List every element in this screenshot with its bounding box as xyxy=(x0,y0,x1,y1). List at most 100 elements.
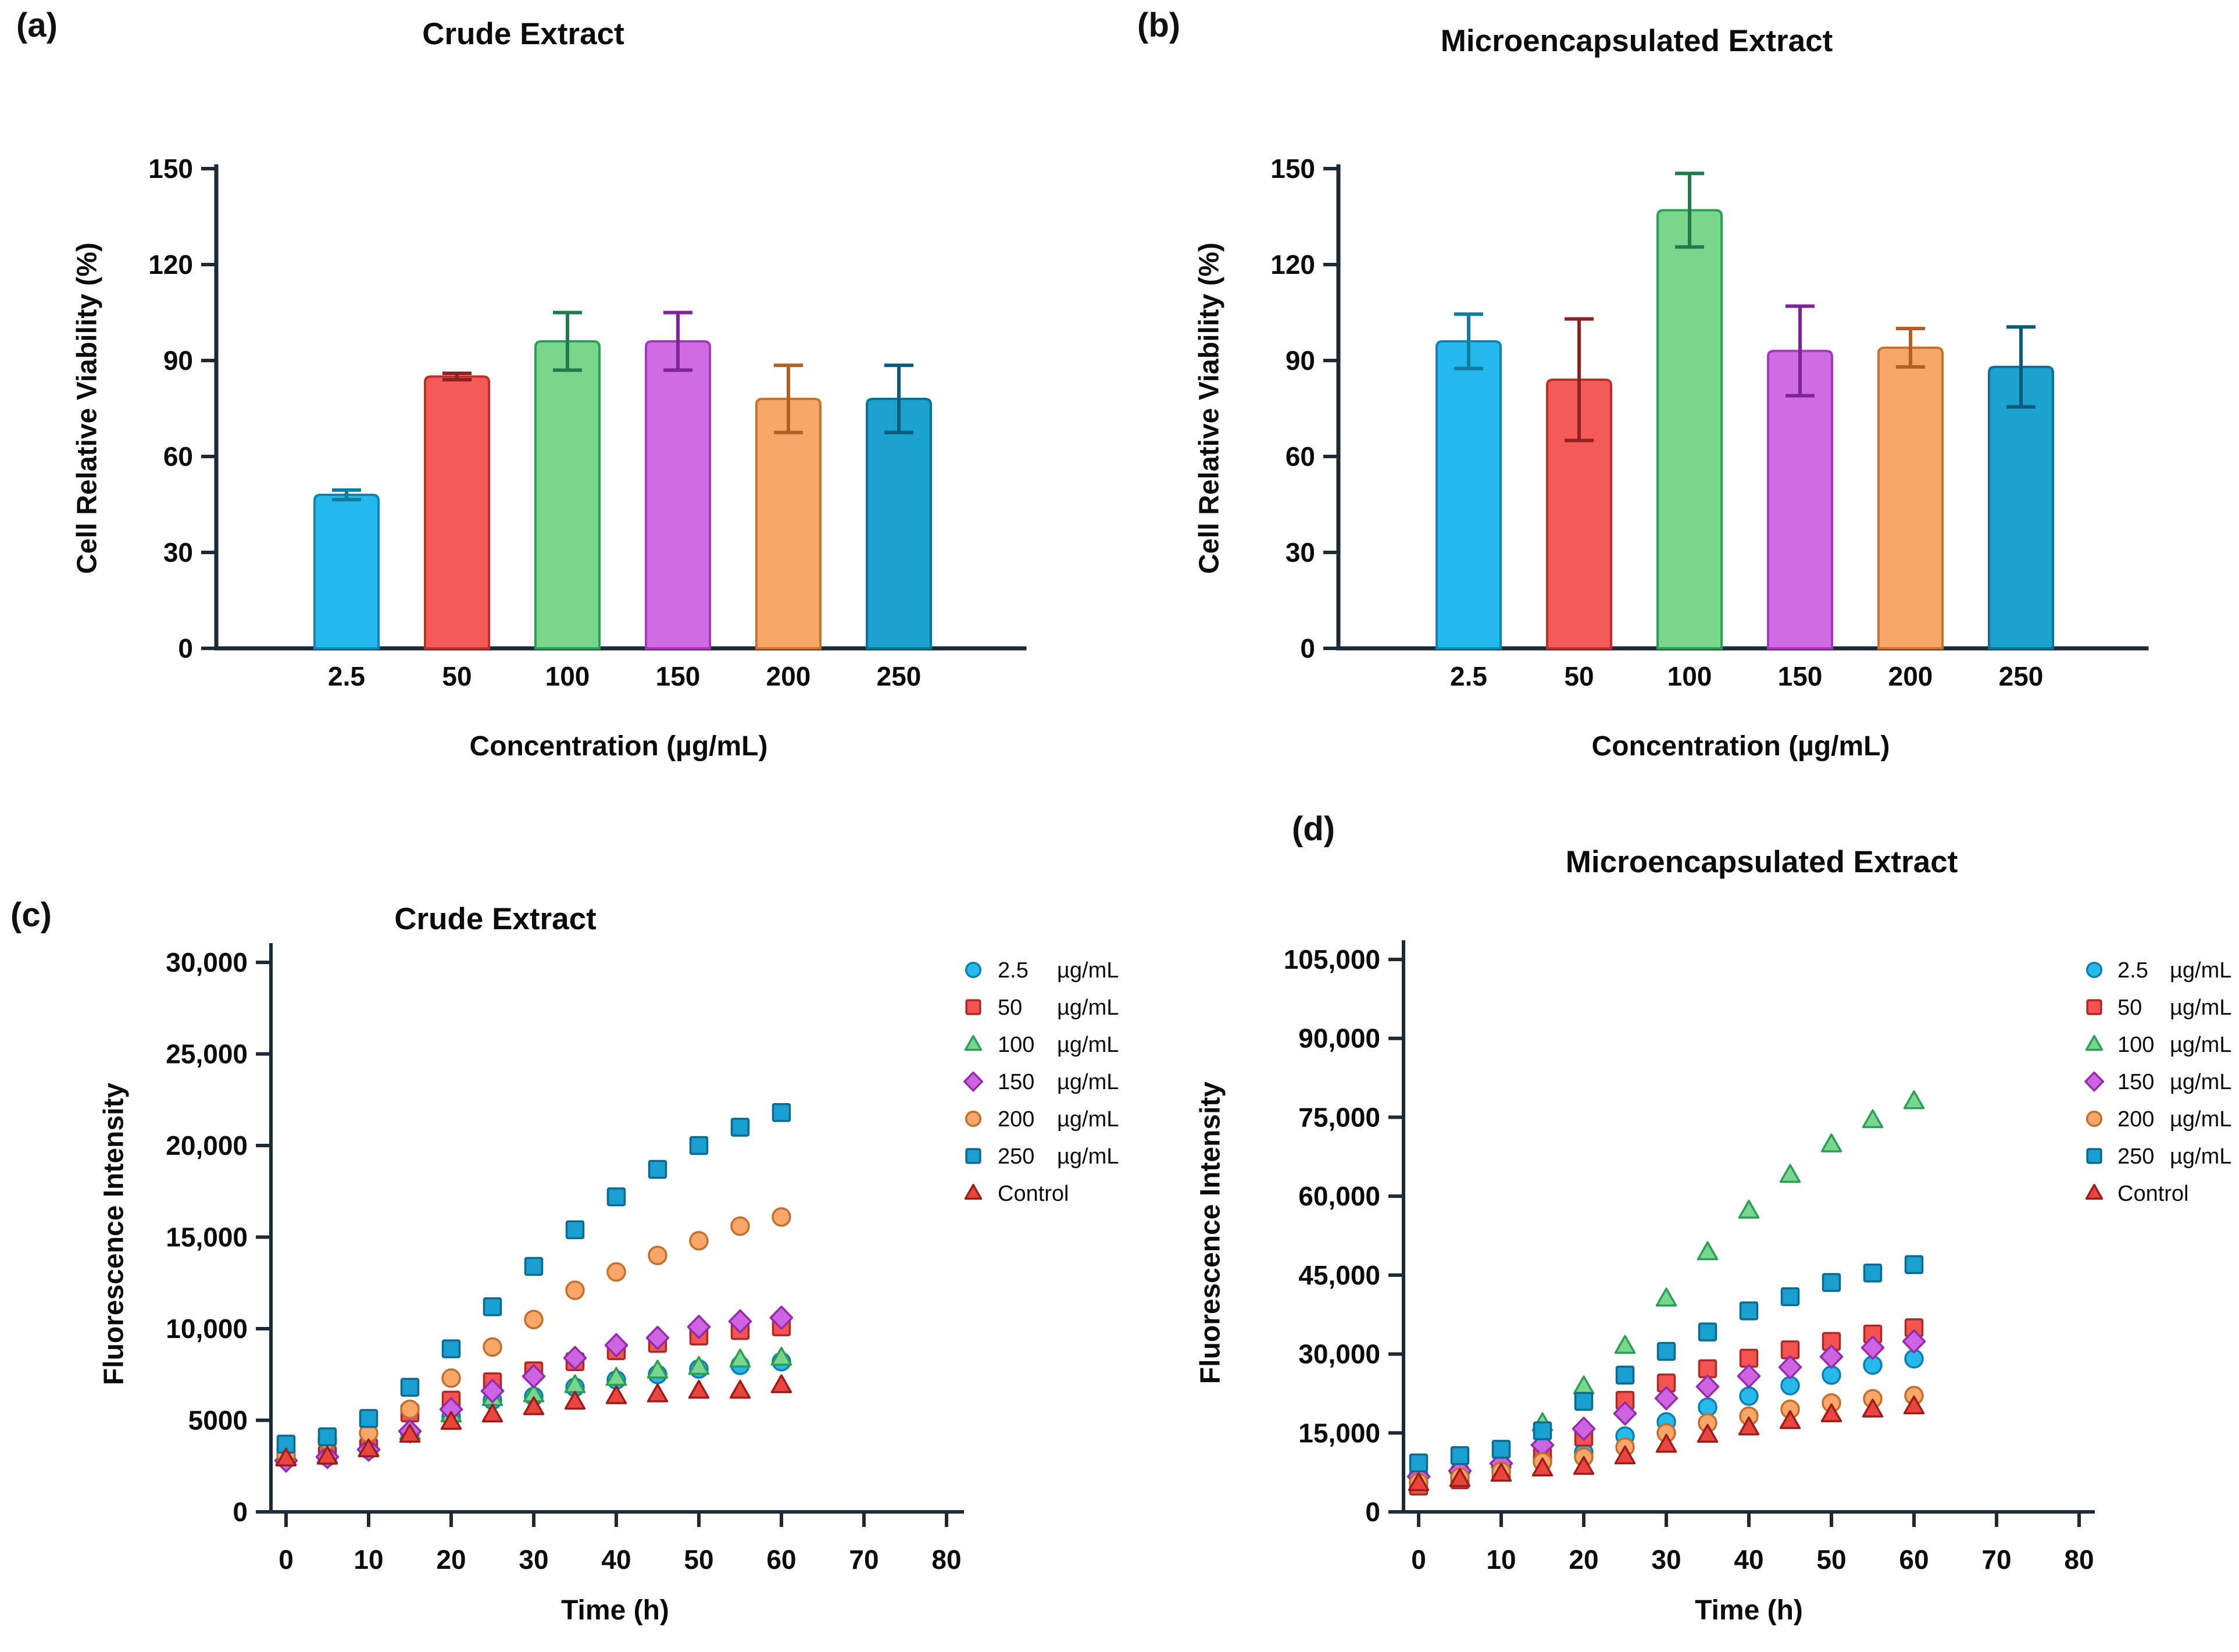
panel-c-legend-label: 200 xyxy=(998,1107,1034,1132)
panel-b-letter: (b) xyxy=(1137,6,1181,44)
panel-c-legend-label: 50 xyxy=(998,996,1022,1020)
panel-c-legend-label: 150 xyxy=(998,1070,1034,1094)
panel-c-letter: (c) xyxy=(10,896,52,934)
panel-a-ytick-label: 60 xyxy=(163,441,193,472)
panel-a-category-label: 200 xyxy=(766,661,811,691)
panel-c-point-Control xyxy=(605,1385,627,1404)
panel-c-point-Control xyxy=(523,1396,545,1415)
panel-d-point-Control xyxy=(1408,1472,1430,1492)
panel-c-point-200 xyxy=(606,1262,626,1282)
panel-c-point-150 xyxy=(728,1309,752,1334)
panel-d-xtick-label: 40 xyxy=(1734,1544,1763,1575)
panel-d-point-100 xyxy=(1903,1090,1925,1109)
panel-d-point-Control xyxy=(1531,1457,1554,1477)
panel-a-ylabel: Cell Relative Viability (%) xyxy=(72,242,103,574)
panel-c-ylabel: Fluorescence Intensity xyxy=(98,1082,130,1386)
panel-a-bar-150 xyxy=(645,340,711,650)
panel-c-point-200 xyxy=(524,1310,544,1329)
panel-d-xtick-label: 30 xyxy=(1651,1544,1681,1575)
panel-a-bar-2.5 xyxy=(313,494,380,650)
panel-d-point-Control xyxy=(1490,1462,1512,1482)
panel-d-point-250 xyxy=(1739,1301,1759,1321)
panel-a-title: Crude Extract xyxy=(422,17,624,51)
panel-b-category-label: 100 xyxy=(1667,661,1712,691)
panel-d-point-250 xyxy=(1533,1421,1552,1440)
panel-d-point-2.5 xyxy=(1780,1376,1800,1396)
panel-c-point-Control xyxy=(564,1390,586,1410)
panel-c-legend-unit: µg/mL xyxy=(1057,1033,1119,1057)
panel-c-ytick-label: 0 xyxy=(233,1497,248,1527)
panel-b-category-label: 2.5 xyxy=(1450,661,1487,691)
panel-d-legend-marker-50 xyxy=(2086,999,2102,1015)
panel-c-point-100 xyxy=(770,1347,792,1366)
panel-c-point-100 xyxy=(647,1360,669,1379)
panel-c-ytick-label: 15,000 xyxy=(166,1222,248,1253)
panel-d-point-Control xyxy=(1820,1403,1842,1422)
panel-c-point-200 xyxy=(400,1399,420,1419)
panel-d-xtick-label: 70 xyxy=(1981,1544,2011,1575)
panel-d-point-150 xyxy=(1778,1355,1802,1379)
panel-c-point-150 xyxy=(769,1305,794,1330)
panel-c-legend-marker-100 xyxy=(964,1034,983,1051)
panel-c-legend-unit: µg/mL xyxy=(1057,996,1119,1020)
panel-d-point-100 xyxy=(1614,1335,1636,1354)
panel-c-point-150 xyxy=(480,1379,505,1403)
panel-c-legend-marker-Control xyxy=(964,1183,983,1200)
panel-a-category-label: 150 xyxy=(656,661,701,691)
panel-d-point-Control xyxy=(1697,1423,1719,1443)
panel-c-ytick-label: 5000 xyxy=(188,1405,248,1436)
panel-c-point-Control xyxy=(729,1379,751,1399)
panel-c-point-Control xyxy=(316,1446,338,1465)
panel-c-point-250 xyxy=(648,1159,667,1179)
panel-d-point-150 xyxy=(1654,1386,1679,1411)
panel-d-ytick-label: 90,000 xyxy=(1298,1023,1380,1054)
panel-c-point-250 xyxy=(524,1257,544,1276)
panel-d-legend-label: Control xyxy=(2117,1182,2189,1206)
panel-c-point-Control xyxy=(275,1447,297,1467)
panel-d-legend-marker-100 xyxy=(2085,1034,2104,1051)
panel-c-point-250 xyxy=(772,1103,791,1122)
panel-b-bar-250 xyxy=(1988,366,2054,650)
panel-c-point-150 xyxy=(645,1326,670,1350)
panel-d-point-100 xyxy=(1779,1164,1801,1183)
panel-c-point-Control xyxy=(481,1403,503,1423)
panel-c-xtick-label: 20 xyxy=(436,1544,466,1575)
panel-d-letter: (d) xyxy=(1292,810,1335,848)
panel-d-point-Control xyxy=(1903,1395,1925,1415)
panel-d-point-150 xyxy=(1695,1374,1720,1399)
panel-c-xlabel: Time (h) xyxy=(561,1595,669,1626)
panel-c-point-250 xyxy=(689,1136,709,1155)
panel-a-category-label: 100 xyxy=(545,661,590,691)
panel-d-legend-label: 200 xyxy=(2117,1107,2154,1132)
panel-c-legend-label: 250 xyxy=(998,1144,1034,1169)
panel-d-legend-marker-2.5 xyxy=(2086,961,2103,979)
panel-a-letter: (a) xyxy=(16,6,58,44)
panel-c-legend-marker-50 xyxy=(965,999,981,1015)
panel-c-point-200 xyxy=(441,1368,461,1388)
panel-c-xtick-label: 70 xyxy=(849,1544,879,1575)
panel-d-point-2.5 xyxy=(1739,1386,1759,1406)
panel-c-point-250 xyxy=(441,1339,461,1358)
panel-d-xtick-label: 0 xyxy=(1411,1544,1426,1575)
panel-c-point-200 xyxy=(648,1246,667,1265)
panel-c-legend-label: 100 xyxy=(998,1033,1034,1057)
panel-c-ytick-label: 30,000 xyxy=(166,947,248,977)
panel-d-ytick-label: 0 xyxy=(1365,1497,1380,1527)
panel-d-point-100 xyxy=(1697,1241,1719,1261)
panel-a-ytick-label: 30 xyxy=(163,537,193,568)
panel-d-point-250 xyxy=(1904,1255,1924,1275)
panel-b-category-label: 50 xyxy=(1564,661,1594,691)
panel-c-point-Control xyxy=(688,1379,710,1399)
panel-d-point-250 xyxy=(1409,1453,1429,1473)
panel-d-xtick-label: 10 xyxy=(1486,1544,1516,1575)
panel-a-bar-250 xyxy=(866,398,932,650)
panel-c-point-Control xyxy=(440,1411,462,1430)
panel-c-point-Control xyxy=(647,1383,669,1403)
panel-d-point-250 xyxy=(1698,1322,1717,1341)
panel-b-ylabel: Cell Relative Viability (%) xyxy=(1194,242,1225,574)
panel-c-point-200 xyxy=(483,1337,502,1357)
panel-d-legend-unit: µg/mL xyxy=(2170,1033,2231,1057)
panel-d-point-Control xyxy=(1779,1410,1801,1429)
panel-c-point-100 xyxy=(605,1366,627,1386)
panel-a-ytick-label: 150 xyxy=(148,154,193,184)
